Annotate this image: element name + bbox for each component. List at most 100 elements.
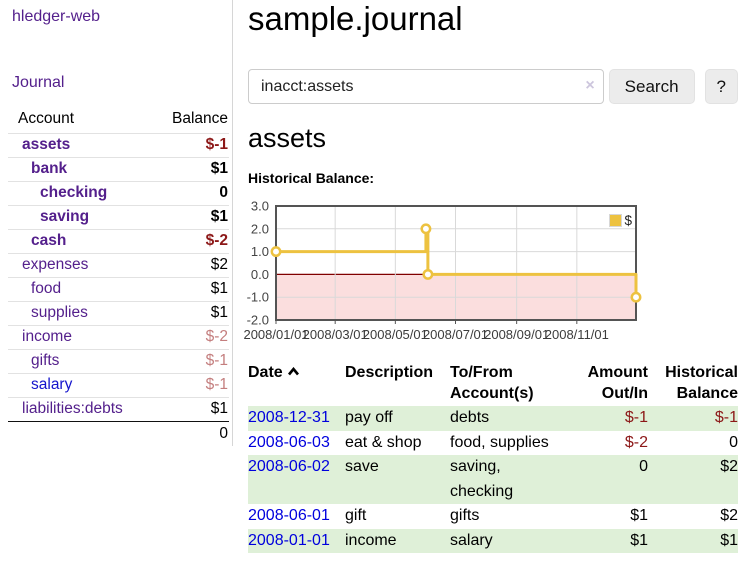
account-row: food $1 (8, 277, 229, 302)
account-link[interactable]: checking (40, 184, 108, 201)
account-link[interactable]: assets (22, 136, 71, 153)
account-row: supplies $1 (8, 301, 229, 326)
account-link[interactable]: cash (31, 232, 67, 249)
account-row: income $-2 (8, 325, 229, 350)
transaction-date-link[interactable]: 2008-01-01 (248, 531, 330, 549)
svg-text:2008/11/01: 2008/11/01 (545, 327, 609, 342)
register-row: 2008-12-31 pay off debts $-1 $-1 (248, 406, 738, 431)
search-button[interactable]: Search (608, 69, 695, 104)
historical-balance-chart: 3.0 2.0 1.0 0.0 -1.0 -2.0 2008/01/01 2008/03/01… (243, 199, 646, 346)
account-link[interactable]: food (31, 280, 62, 297)
account-link[interactable]: gifts (31, 352, 60, 369)
column-header-date[interactable]: Date (248, 362, 345, 406)
column-header-balance: Historical Balance (665, 364, 738, 402)
transaction-description: gift (345, 507, 367, 524)
account-link[interactable]: expenses (22, 256, 89, 273)
legend-series-label: $ (624, 213, 632, 228)
register-header-row: Date Description To/From Account(s) Amou… (248, 362, 738, 406)
transaction-description: eat & shop (345, 433, 422, 451)
app-title-link[interactable]: hledger-web (12, 8, 101, 25)
transaction-amount: $-1 (624, 409, 648, 426)
account-balance: $-1 (205, 136, 228, 153)
register-row: 2008-06-02 save saving, checking 0 $2 (248, 455, 738, 504)
page-title: sample.journal (248, 0, 463, 37)
search-input[interactable] (248, 69, 604, 104)
account-row: expenses $2 (8, 253, 229, 278)
search-form: × Search ? (248, 69, 738, 104)
sidebar: hledger-web Journal Account Balance asse… (0, 0, 233, 446)
svg-text:3.0: 3.0 (251, 199, 269, 214)
register-row: 2008-01-01 income salary $1 $1 (248, 528, 738, 553)
accounts-total-value: 0 (156, 421, 229, 446)
legend-swatch-icon (609, 214, 623, 227)
search-box: × (248, 69, 604, 104)
transaction-accounts: food, supplies (450, 433, 549, 451)
transaction-amount: 0 (639, 458, 648, 475)
account-link[interactable]: income (22, 328, 72, 345)
transaction-description: pay off (345, 409, 393, 426)
chart-title: Historical Balance: (248, 170, 375, 186)
account-link[interactable]: salary (31, 376, 73, 393)
account-balance: $1 (156, 277, 229, 302)
column-header-accounts: To/From Account(s) (450, 364, 534, 402)
transaction-date-link[interactable]: 2008-06-02 (248, 458, 330, 475)
account-link[interactable]: liabilities:debts (22, 400, 123, 417)
svg-text:2008/03/01: 2008/03/01 (303, 327, 368, 342)
account-balance: $1 (156, 397, 229, 422)
column-header-description: Description (345, 364, 434, 381)
account-row: saving $1 (8, 205, 229, 230)
transaction-date-link[interactable]: 2008-06-03 (248, 433, 330, 451)
svg-text:-2.0: -2.0 (247, 313, 269, 328)
sort-ascending-icon (287, 361, 300, 382)
account-row: checking 0 (8, 181, 229, 206)
svg-text:2008/09/01: 2008/09/01 (484, 327, 549, 342)
search-help-button[interactable]: ? (704, 69, 738, 104)
transaction-balance: $2 (720, 458, 738, 475)
account-balance: $-1 (156, 349, 229, 374)
transaction-amount: $-2 (624, 433, 648, 451)
account-balance: 0 (156, 181, 229, 206)
transaction-date-link[interactable]: 2008-12-31 (248, 409, 330, 426)
transaction-accounts: debts (450, 409, 490, 426)
account-row: salary $-1 (8, 373, 229, 398)
account-row: assets $-1 (8, 134, 229, 158)
svg-text:-1.0: -1.0 (247, 290, 269, 305)
account-row: gifts $-1 (8, 349, 229, 374)
transaction-accounts: saving, checking (450, 458, 514, 500)
account-balance: $1 (156, 301, 229, 326)
svg-text:0.0: 0.0 (251, 267, 269, 282)
transaction-accounts: gifts (450, 507, 480, 524)
account-row: bank $1 (8, 157, 229, 182)
account-balance: $1 (156, 205, 229, 230)
register-table: Date Description To/From Account(s) Amou… (248, 362, 738, 553)
transaction-description: income (345, 531, 397, 549)
account-balance: $-1 (156, 373, 229, 398)
svg-text:2.0: 2.0 (251, 221, 269, 236)
account-link[interactable]: saving (40, 208, 90, 225)
transaction-description: save (345, 458, 379, 475)
account-link[interactable]: bank (31, 160, 68, 177)
account-heading: assets (248, 123, 327, 153)
column-header-amount: Amount Out/In (587, 364, 648, 402)
transaction-balance: 0 (729, 433, 738, 451)
account-row: liabilities:debts $1 (8, 397, 229, 422)
accounts-header-account: Account (8, 106, 157, 134)
accounts-header-balance: Balance (156, 106, 229, 134)
transaction-balance: $1 (720, 531, 738, 549)
transaction-balance: $-1 (714, 409, 738, 426)
transaction-amount: $1 (630, 531, 648, 549)
nav-journal-link[interactable]: Journal (12, 74, 65, 91)
svg-text:2008/07/01: 2008/07/01 (423, 327, 488, 342)
chart-legend: $ (608, 213, 633, 228)
transaction-balance: $2 (720, 507, 738, 524)
clear-search-icon[interactable]: × (585, 77, 595, 94)
transaction-date-link[interactable]: 2008-06-01 (248, 507, 330, 524)
account-balance: $2 (156, 253, 229, 278)
svg-text:2008/05/01: 2008/05/01 (363, 327, 428, 342)
svg-text:1.0: 1.0 (251, 244, 269, 259)
accounts-total-row: 0 (8, 421, 229, 446)
account-balance: $1 (156, 157, 229, 182)
account-link[interactable]: supplies (31, 304, 88, 321)
svg-text:2008/01/01: 2008/01/01 (243, 327, 308, 342)
register-row: 2008-06-01 gift gifts $1 $2 (248, 504, 738, 529)
